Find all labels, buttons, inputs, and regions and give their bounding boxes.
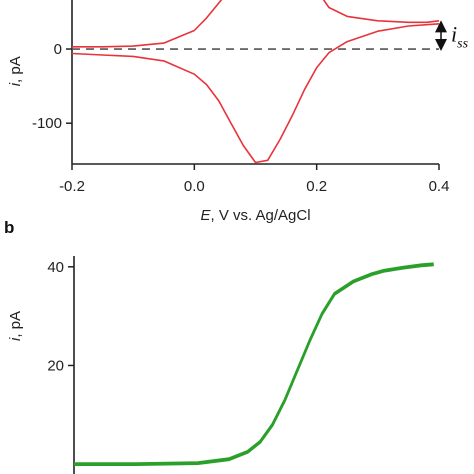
panel-b-voltammogram: 40 20 i, pA xyxy=(7,256,434,474)
panel-b-y-axis-title: i, pA xyxy=(7,311,24,341)
iss-annotation: iss xyxy=(435,20,469,52)
panel-a-x-axis-title: E, V vs. Ag/AgCl xyxy=(200,207,310,224)
panel-a-y-axis-title: i, pA xyxy=(7,56,24,86)
voltammogram-forward-sweep xyxy=(74,262,434,465)
cv-forward-sweep xyxy=(71,23,440,164)
iss-label: iss xyxy=(451,22,469,52)
panel-b-y-tick-label: 20 xyxy=(47,357,64,374)
cv-reverse-sweep xyxy=(72,0,440,48)
panel-b-label: b xyxy=(4,218,14,237)
panel-a-cv-plot: -0.2 0.0 0.2 0.4 0 -100 iss i, pA E, V vs. A… xyxy=(7,0,469,224)
panel-a-x-tick-label: -0.2 xyxy=(59,178,85,195)
panel-a-x-tick-label: 0.4 xyxy=(429,178,450,195)
panel-a-y-tick-label: 0 xyxy=(54,41,62,58)
voltammogram-reverse-sweep xyxy=(74,264,434,466)
panel-a-x-tick-label: 0.0 xyxy=(184,178,205,195)
panel-a-x-tick-label: 0.2 xyxy=(306,178,327,195)
panel-a-y-tick-label: -100 xyxy=(32,115,62,132)
panel-b-y-tick-label: 40 xyxy=(47,259,64,276)
